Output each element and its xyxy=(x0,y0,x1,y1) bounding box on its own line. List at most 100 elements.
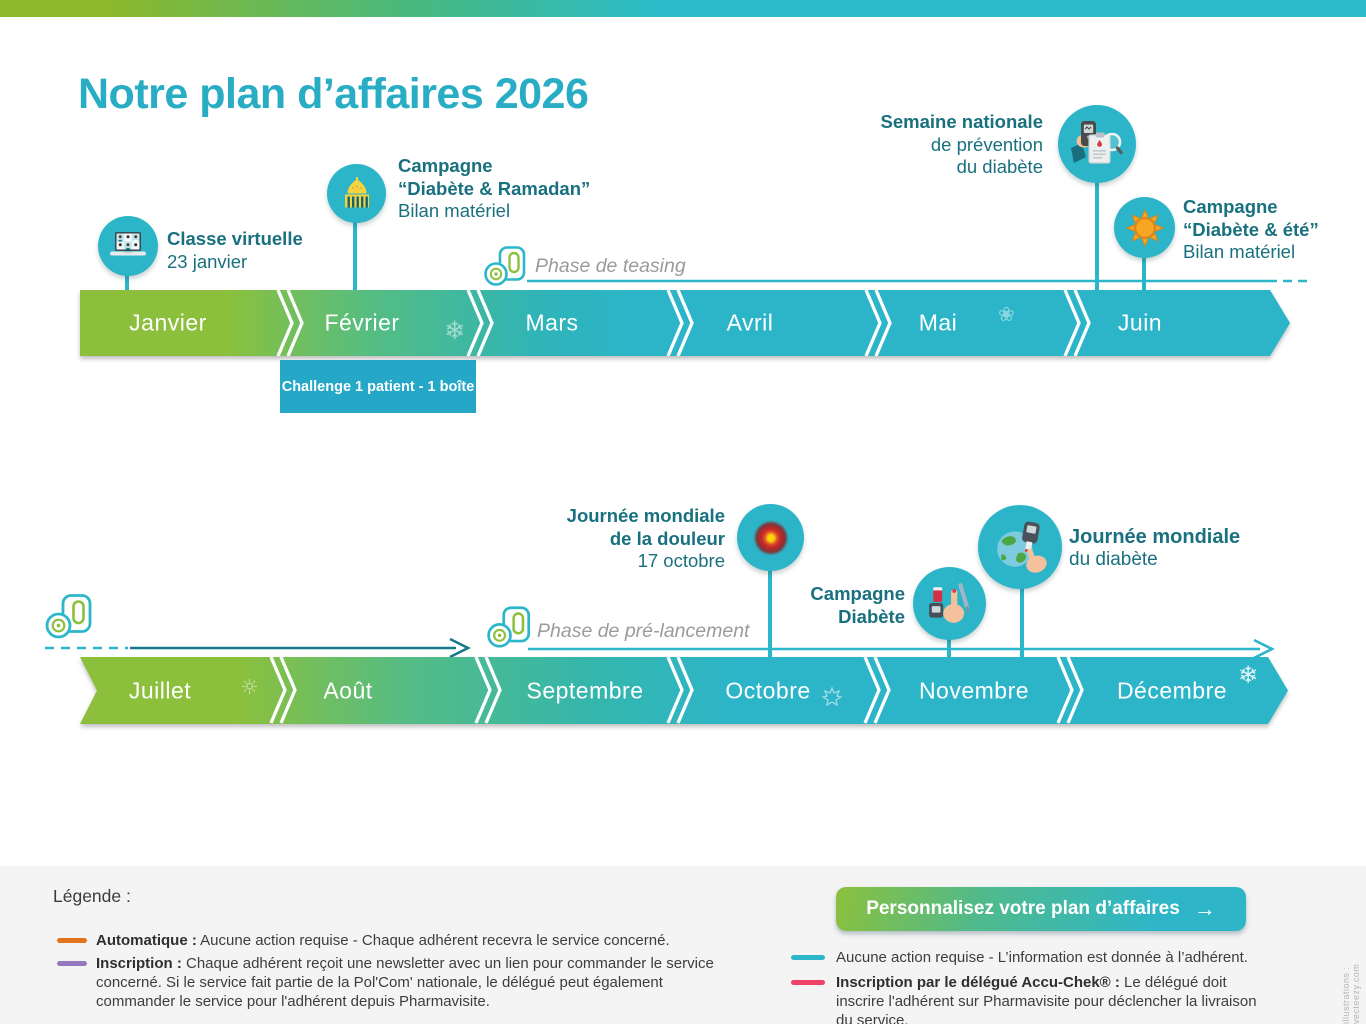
event-campagne-diabete: Campagne Diabète xyxy=(810,583,905,628)
teaser-phase-icon xyxy=(484,246,526,286)
chevron-separator xyxy=(275,290,305,356)
timeline-bar-h2: Juillet Août Septembre Octobre Novembre … xyxy=(80,657,1288,724)
teaser-phase-icon xyxy=(45,594,92,639)
chevron-separator xyxy=(862,657,892,724)
summer-sun-icon: ☼ xyxy=(240,675,259,699)
event-title: Campagne xyxy=(810,583,905,604)
month-novembre: Novembre xyxy=(918,677,1030,703)
legend-item-info: Aucune action requise - L’information es… xyxy=(836,948,1266,967)
legend-item-automatique: Automatique : Aucune action requise - Ch… xyxy=(96,931,786,950)
world-diabetes-icon xyxy=(978,505,1062,589)
connector-ramadan xyxy=(353,221,357,290)
teasing-phase-label: Phase de teasing xyxy=(535,255,686,277)
event-subtitle: Bilan matériel xyxy=(1183,241,1296,262)
event-title: “Diabète & été” xyxy=(1183,218,1319,240)
legend-dash-info xyxy=(791,955,825,960)
month-decembre: Décembre xyxy=(1116,677,1228,703)
event-title: Journée mondiale xyxy=(566,505,725,526)
month-janvier: Janvier xyxy=(129,309,207,336)
page-title: Notre plan d’affaires 2026 xyxy=(78,70,589,118)
winter-snowflake-icon: ❄ xyxy=(1238,661,1259,689)
mosque-icon xyxy=(327,164,386,223)
legend-text: Chaque adhérent reçoit une newsletter av… xyxy=(96,955,714,1010)
autumn-leaf-icon xyxy=(822,687,842,707)
event-virtual-class: Classe virtuelle 23 janvier xyxy=(167,228,303,273)
event-date: 23 janvier xyxy=(167,250,248,272)
legend-label: Inscription : xyxy=(96,955,182,972)
glucose-test-icon xyxy=(913,567,986,640)
event-ete: Campagne “Diabète & été” Bilan matériel xyxy=(1183,196,1319,264)
event-title: Campagne xyxy=(1183,196,1278,217)
chevron-separator xyxy=(1062,290,1092,356)
legend-text: Le délégué doit inscrire l'adhérent sur … xyxy=(836,974,1257,1024)
connector-ete xyxy=(1142,255,1146,290)
legend-text: Aucune action requise - Chaque adhérent … xyxy=(196,932,670,949)
event-subtitle: de prévention xyxy=(930,133,1043,155)
top-gradient-strip xyxy=(0,0,1366,17)
spring-flower-icon: ❀ xyxy=(998,302,1015,326)
connector-virtual-class xyxy=(125,272,129,290)
chevron-separator xyxy=(268,657,298,724)
legend-item-inscription: Inscription : Chaque adhérent reçoit une… xyxy=(96,954,746,1011)
arrow-right-icon: → xyxy=(1193,896,1216,921)
chevron-separator xyxy=(465,290,495,356)
event-title: Classe virtuelle xyxy=(167,228,303,249)
month-fevrier: Février xyxy=(324,309,400,336)
chevron-separator xyxy=(473,657,503,724)
legend-label: Automatique : xyxy=(96,932,197,949)
month-mai: Mai xyxy=(918,309,958,336)
connector-campagne-diabete xyxy=(947,637,951,658)
month-avril: Avril xyxy=(726,309,774,336)
event-subtitle: du diabète xyxy=(1069,548,1158,570)
legend-text: Aucune action requise - L’information es… xyxy=(836,949,1248,966)
month-octobre: Octobre xyxy=(725,677,811,703)
event-douleur: Journée mondiale de la douleur 17 octobr… xyxy=(567,505,725,573)
event-date: 17 octobre xyxy=(637,550,725,571)
button-label: Personnalisez votre plan d’affaires xyxy=(866,898,1180,919)
event-semaine: Semaine nationale de prévention du diabè… xyxy=(881,111,1043,179)
legend-item-delegue: Inscription par le délégué Accu-Chek® : … xyxy=(836,973,1261,1024)
sun-icon xyxy=(1114,197,1175,258)
legend-dash-delegue xyxy=(791,980,825,985)
personalize-plan-button[interactable]: Personnalisez votre plan d’affaires → xyxy=(836,887,1246,931)
teaser-phase-icon xyxy=(487,606,531,648)
prelaunch-phase-line xyxy=(528,638,1275,660)
event-ramadan: Campagne “Diabète & Ramadan” Bilan matér… xyxy=(398,155,590,223)
event-subtitle: du diabète xyxy=(956,156,1043,177)
event-subtitle: Bilan matériel xyxy=(398,200,511,221)
legend-dash-automatique xyxy=(57,938,87,943)
legend-label: Inscription par le délégué Accu-Chek® : xyxy=(836,974,1120,991)
pain-icon xyxy=(737,504,804,571)
month-aout: Août xyxy=(323,677,373,703)
event-title: Journée mondiale xyxy=(1069,526,1241,548)
virtual-class-icon xyxy=(98,216,158,276)
connector-semaine xyxy=(1095,178,1099,290)
event-title: Diabète xyxy=(838,605,905,627)
chevron-separator xyxy=(863,290,893,356)
legend-title: Légende : xyxy=(53,886,131,906)
chevron-separator xyxy=(665,290,695,356)
month-juillet: Juillet xyxy=(128,677,192,703)
challenge-badge: Challenge 1 patient - 1 boîte xyxy=(280,360,476,413)
event-title: Semaine nationale xyxy=(880,111,1043,132)
event-title: de la douleur xyxy=(609,527,725,549)
event-title: “Diabète & Ramadan” xyxy=(398,177,591,199)
glucometer-check-icon xyxy=(1058,105,1136,183)
event-title: Campagne xyxy=(398,155,493,176)
timeline-bar-h1: Janvier Février Mars Avril Mai Juin ❄ ❀ xyxy=(80,290,1290,356)
prelaunch-phase-label: Phase de pré-lancement xyxy=(537,620,750,642)
month-juin: Juin xyxy=(1117,309,1163,336)
month-septembre: Septembre xyxy=(526,677,644,703)
month-mars: Mars xyxy=(525,309,579,336)
connector-douleur xyxy=(768,569,772,658)
event-monde-diabete: Journée mondiale du diabète xyxy=(1069,526,1240,571)
chevron-separator xyxy=(665,657,695,724)
legend-dash-inscription xyxy=(57,961,87,966)
connector-monde-diabete xyxy=(1020,587,1024,658)
chevron-separator xyxy=(1055,657,1085,724)
prelaunch-lead-line xyxy=(45,637,471,659)
winter-snowflake-icon: ❄ xyxy=(444,316,465,345)
illustration-credit: illustrations : vecteezy.com xyxy=(1341,963,1361,1024)
teasing-phase-line xyxy=(527,279,1313,283)
